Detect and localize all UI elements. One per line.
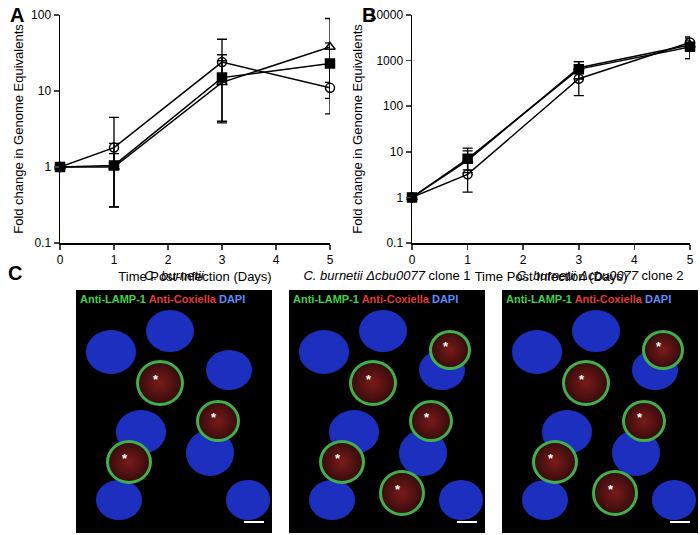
svg-text:3: 3 (219, 253, 226, 267)
svg-text:4: 4 (631, 253, 638, 267)
svg-text:0: 0 (409, 253, 416, 267)
svg-text:2: 2 (520, 253, 527, 267)
svg-text:10000: 10000 (370, 8, 404, 22)
svg-text:0: 0 (57, 253, 64, 267)
svg-text:100: 100 (31, 8, 51, 22)
svg-text:10: 10 (38, 84, 52, 98)
svg-text:1000: 1000 (376, 54, 403, 68)
svg-text:B: B (362, 4, 376, 26)
svg-text:5: 5 (687, 253, 694, 267)
svg-text:A: A (10, 4, 24, 26)
svg-text:Fold change in Genome Equivale: Fold change in Genome Equivalents (11, 24, 26, 234)
svg-text:1: 1 (44, 160, 51, 174)
svg-text:1: 1 (464, 253, 471, 267)
svg-text:0.1: 0.1 (34, 236, 51, 250)
svg-text:10: 10 (390, 145, 404, 159)
svg-text:0.1: 0.1 (386, 236, 403, 250)
svg-text:5: 5 (327, 253, 334, 267)
svg-text:1: 1 (111, 253, 118, 267)
svg-text:2: 2 (165, 253, 172, 267)
svg-text:1: 1 (396, 191, 403, 205)
svg-text:4: 4 (273, 253, 280, 267)
svg-text:Fold change in Genome Equivale: Fold change in Genome Equivalents (350, 24, 365, 234)
svg-text:3: 3 (575, 253, 582, 267)
svg-text:100: 100 (383, 99, 403, 113)
